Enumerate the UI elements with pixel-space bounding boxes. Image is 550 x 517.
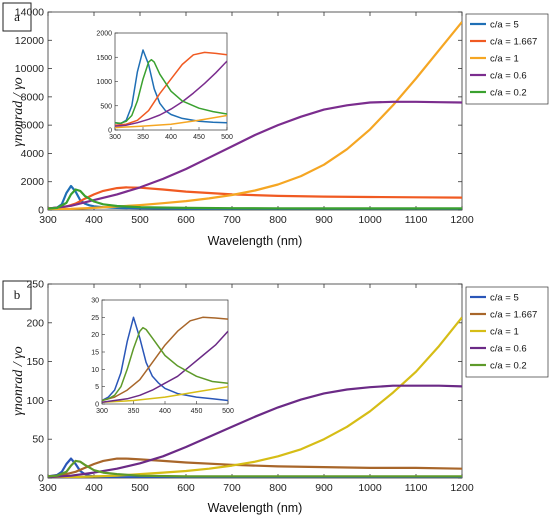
inset-y-tick-label: 0 [108,128,112,135]
y-axis-label: γnonrad / γo [11,346,26,415]
x-tick-label: 400 [85,214,103,226]
legend-entry: c/a = 0.6 [490,344,527,355]
inset-y-tick-label: 0 [95,402,99,409]
x-tick-label: 1200 [450,214,474,226]
inset-x-tick-label: 350 [137,134,149,141]
x-tick-label: 300 [39,214,57,226]
legend-entry: c/a = 1.667 [490,310,537,321]
x-tick-label: 1200 [450,482,474,494]
legend-entry: c/a = 1.667 [490,37,537,48]
inset-series-line-4 [115,58,227,124]
y-tick-label: 150 [26,356,44,368]
x-tick-label: 700 [223,214,241,226]
x-tick-label: 800 [269,214,287,226]
x-tick-label: 300 [39,482,57,494]
y-tick-label: 100 [26,395,44,407]
panel-label-box [2,280,32,310]
x-tick-label: 1100 [405,214,428,226]
inset-y-tick-label: 20 [91,332,99,339]
legend-entry: c/a = 0.2 [490,361,527,372]
inset-x-tick-label: 400 [165,134,177,141]
series-line-3 [48,384,462,478]
x-tick-label: 600 [177,214,195,226]
y-tick-label: 10000 [15,63,44,75]
y-tick-label: 8000 [21,91,45,103]
x-tick-label: 400 [85,482,103,494]
x-axis-label: Wavelength (nm) [208,501,303,515]
y-tick-label: 50 [32,434,44,446]
legend: c/a = 5 c/a = 1.667 c/a = 1 c/a = 0.6 c/a = … [465,286,549,378]
inset-series-line-3 [115,60,227,127]
x-tick-label: 1000 [358,214,382,226]
inset-y-tick-label: 5 [95,384,99,391]
inset-y-tick-label: 30 [91,298,99,305]
x-tick-label: 500 [131,214,149,226]
inset-y-tick-label: 10 [91,367,99,374]
series-line-1 [48,457,462,478]
x-tick-label: 800 [269,482,287,494]
inset-y-tick-label: 15 [91,350,99,357]
y-tick-label: 250 [26,279,44,291]
y-axis-label: γnonrad / γo [11,77,26,146]
inset-series-line-1 [102,316,228,402]
inset-series-line-1 [115,51,227,126]
inset-y-tick-label: 500 [100,103,112,110]
x-tick-label: 1000 [358,482,382,494]
inset-series-line-0 [102,316,228,402]
x-tick-label: 1100 [405,482,428,494]
inset-series-line-3 [102,330,228,404]
series-line-4 [48,459,462,478]
inset-y-tick-label: 1000 [96,79,112,86]
panel-label-box [2,2,32,32]
legend-entry: c/a = 1 [490,327,519,338]
x-tick-label: 700 [223,482,241,494]
series-line-3 [48,100,462,210]
inset-x-tick-label: 400 [159,408,171,415]
legend-entry: c/a = 5 [490,20,519,31]
legend-entry: c/a = 5 [490,293,519,304]
x-tick-label: 900 [315,482,333,494]
inset-x-tick-label: 450 [191,408,203,415]
legend-entry: c/a = 0.6 [490,71,527,82]
inset-x-tick-label: 300 [109,134,121,141]
inset-x-tick-label: 350 [128,408,140,415]
y-tick-label: 2000 [21,176,45,188]
inset-x-tick-label: 450 [193,134,205,141]
legend-entry: c/a = 1 [490,54,519,65]
y-tick-label: 200 [26,317,44,329]
inset-series-line-2 [115,114,227,129]
x-tick-label: 600 [177,482,195,494]
panel-label: a [14,9,20,24]
y-tick-label: 4000 [21,148,45,160]
legend: c/a = 5 c/a = 1.667 c/a = 1 c/a = 0.6 c/a = … [465,13,549,105]
y-tick-label: 6000 [21,120,45,132]
y-tick-label: 0 [38,473,44,485]
inset-x-tick-label: 500 [222,408,234,415]
legend-entry: c/a = 0.2 [490,88,527,99]
inset-y-tick-label: 2000 [96,31,112,38]
x-tick-label: 500 [131,482,149,494]
x-tick-label: 900 [315,214,333,226]
inset-chart: 300 350 400 450 500 0 5 10 15 20 25 30 [91,298,234,416]
inset-y-tick-label: 25 [91,315,99,322]
inset-series-line-2 [102,385,228,404]
inset-x-tick-label: 300 [96,408,108,415]
y-tick-label: 0 [38,205,44,217]
inset-y-tick-label: 1500 [96,55,112,62]
series-line-4 [48,188,462,210]
inset-chart: 300 350 400 450 500 0 500 1000 1500 2000 [96,31,233,142]
x-axis-label: Wavelength (nm) [208,234,303,248]
plot-area [47,11,463,211]
y-tick-label: 12000 [15,35,44,47]
series-line-2 [48,316,462,478]
inset-x-tick-label: 500 [221,134,233,141]
panel-label: b [14,287,21,302]
y-tick-label: 14000 [15,7,44,19]
inset-series-line-4 [102,326,228,402]
